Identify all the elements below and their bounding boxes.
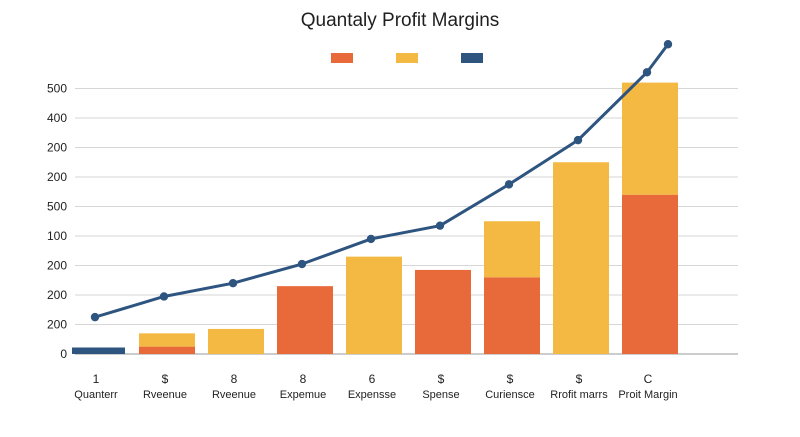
x-tick-number: $ <box>162 372 169 386</box>
bar-segment <box>346 256 402 354</box>
line-point <box>90 312 100 322</box>
bar-segment <box>484 221 540 278</box>
x-category-label: Rveenue <box>143 389 187 401</box>
x-tick-number: 8 <box>231 372 238 386</box>
bar-segment <box>553 162 609 354</box>
y-tick-label: 500 <box>47 200 67 214</box>
line-series <box>94 43 670 319</box>
x-tick-number: $ <box>438 372 445 386</box>
line-point <box>228 279 238 288</box>
baseline-bar <box>72 347 125 354</box>
x-tick-number: C <box>644 372 653 386</box>
y-tick-label: 200 <box>47 141 67 155</box>
line-point <box>366 234 376 244</box>
y-tick-label: 200 <box>47 288 67 302</box>
x-category-label: Curiensce <box>485 389 535 401</box>
line-point <box>297 259 307 269</box>
legend-swatch <box>461 53 483 63</box>
bar-segment <box>415 269 471 354</box>
x-category-label: Spense <box>422 389 459 401</box>
bar-layer <box>72 82 678 354</box>
legend <box>331 53 483 63</box>
y-tick-label: 0 <box>60 347 67 361</box>
x-tick-number: 8 <box>300 372 307 386</box>
bar-segment <box>208 328 264 354</box>
y-tick-label: 200 <box>47 259 67 273</box>
x-category-label: Quanterr <box>74 389 118 401</box>
bar-segment <box>622 82 678 195</box>
line-point <box>435 221 445 230</box>
line-point <box>573 135 583 145</box>
x-category-label: Rveenue <box>212 389 256 401</box>
bar-segment <box>277 286 333 354</box>
x-tick-number: $ <box>507 372 514 386</box>
y-tick-label: 200 <box>47 170 67 184</box>
x-category-label: Expensse <box>348 389 396 401</box>
bar-segment <box>622 194 678 354</box>
axis-labels: 0 200 200 200 100 500 200 200 400 500 1 Quanterr $ Rv… <box>47 82 678 402</box>
line-layer <box>90 40 673 322</box>
line-point <box>159 292 169 301</box>
y-tick-label: 200 <box>47 318 67 332</box>
x-tick-number: $ <box>576 372 583 386</box>
x-category-label: Expemue <box>280 389 326 401</box>
chart-title: Quantaly Profit Margins <box>300 10 500 31</box>
bar-segment <box>484 277 540 354</box>
line-point <box>504 180 514 189</box>
y-tick-label: 400 <box>47 111 67 125</box>
line-point <box>663 40 673 49</box>
line-point <box>642 68 652 77</box>
bar-segment <box>139 346 195 354</box>
x-category-label: Proit Margin <box>618 389 677 401</box>
bar-segment <box>139 333 195 347</box>
y-tick-label: 500 <box>47 82 67 96</box>
x-tick-number: 1 <box>93 372 100 386</box>
legend-swatch <box>396 53 418 63</box>
y-tick-label: 100 <box>47 229 67 243</box>
legend-swatch <box>331 53 353 63</box>
x-tick-number: 6 <box>369 372 376 386</box>
x-category-label: Rrofit marrs <box>550 389 608 401</box>
